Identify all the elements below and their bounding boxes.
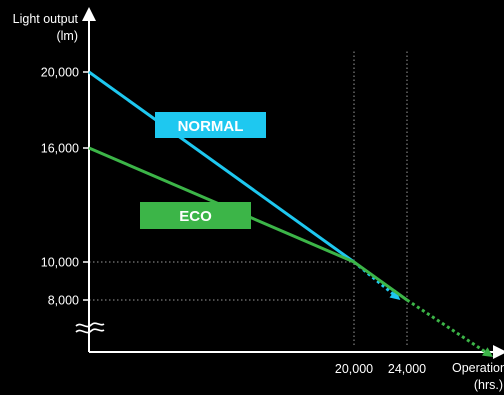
legend-eco-label: ECO xyxy=(179,208,212,225)
series-projection-eco xyxy=(406,298,489,355)
y-tick-label-10000: 10,000 xyxy=(41,256,79,270)
y-tick-label-8000: 8,000 xyxy=(48,294,79,308)
x-axis-label-line2: (hrs.) xyxy=(474,378,503,392)
x-tick-label-24000: 24,000 xyxy=(388,362,426,376)
y-tick-label-16000: 16,000 xyxy=(41,142,79,156)
y-axis-label-line1: Light output xyxy=(13,12,79,26)
series-line-eco xyxy=(88,146,408,302)
legend-normal-label: NORMAL xyxy=(178,118,244,135)
legend-normal: NORMAL xyxy=(155,112,266,138)
legend-eco: ECO xyxy=(140,202,251,229)
x-tick-label-20000: 20,000 xyxy=(335,362,373,376)
gridlines xyxy=(89,50,408,345)
y-axis-break-icon xyxy=(75,322,105,334)
y-tick-label-20000: 20,000 xyxy=(41,66,79,80)
series-arrowhead-eco xyxy=(482,347,494,357)
y-axis-label-line2: (lm) xyxy=(56,29,78,43)
legend-eco-box xyxy=(140,202,251,229)
legend-normal-box xyxy=(155,112,266,138)
series-arrowhead-normal xyxy=(389,289,401,300)
x-axis-label-line1: Operation xyxy=(452,361,504,375)
series-line-normal xyxy=(88,70,355,264)
